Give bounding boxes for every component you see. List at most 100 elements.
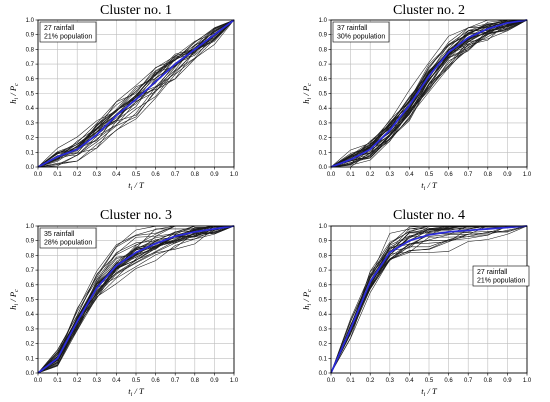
x-tick-label: 0.0: [34, 378, 43, 384]
y-axis-label: hi / Pc: [301, 83, 313, 104]
annotation-line: 35 rainfall: [44, 231, 75, 238]
rainfall-curve: [37, 19, 235, 168]
y-tick-label: 0.6: [319, 77, 328, 83]
rainfall-curve: [330, 19, 528, 168]
rainfall-curve: [330, 19, 528, 168]
y-tick-label: 0.6: [319, 283, 328, 289]
rainfall-curve: [37, 225, 234, 374]
rainfall-curves: [330, 19, 528, 168]
x-tick-label: 0.3: [386, 172, 395, 178]
chart-title: Cluster no. 3: [100, 208, 172, 223]
x-tick-label: 0.7: [171, 378, 180, 384]
y-tick-label: 0.9: [319, 239, 328, 245]
mean-curve: [330, 225, 528, 374]
rainfall-curves: [37, 19, 235, 168]
mean-curve: [37, 225, 235, 374]
x-tick-label: 0.6: [444, 172, 453, 178]
x-tick-label: 0.2: [73, 378, 82, 384]
y-tick-label: 0.0: [319, 165, 328, 171]
annotation-box: 37 rainfall 30% population: [332, 21, 390, 43]
rainfall-curve: [330, 19, 528, 168]
y-tick-label: 0.1: [26, 150, 35, 156]
y-tick-label: 0.3: [319, 121, 328, 127]
y-tick-label: 0.7: [26, 62, 35, 68]
y-tick-label: 0.8: [319, 47, 328, 53]
x-tick-label: 0.6: [444, 378, 453, 384]
x-axis-label: ti / T: [421, 386, 438, 398]
x-tick-label: 0.2: [366, 172, 375, 178]
x-tick-label: 0.8: [484, 378, 493, 384]
x-axis-label: ti / T: [128, 386, 145, 398]
annotation-line: 21% population: [477, 278, 525, 285]
annotation-line: 28% population: [44, 240, 92, 247]
rainfall-curve: [330, 19, 528, 168]
chart-title: Cluster no. 4: [393, 208, 465, 223]
mean-curve: [37, 19, 235, 168]
y-tick-label: 0.7: [26, 268, 35, 274]
y-tick-label: 0.9: [26, 33, 35, 39]
x-tick-label: 0.9: [503, 172, 512, 178]
x-tick-label: 0.6: [151, 172, 160, 178]
annotation-frame: [39, 21, 97, 43]
y-tick-label: 0.7: [319, 268, 328, 274]
y-tick-label: 0.3: [26, 327, 35, 333]
annotation-line: 30% population: [337, 34, 385, 41]
y-tick-label: 0.2: [319, 136, 328, 142]
y-tick-label: 0.6: [26, 283, 35, 289]
chart-title: Cluster no. 2: [393, 3, 465, 18]
x-tick-label: 0.2: [73, 172, 82, 178]
rainfall-curve: [37, 19, 235, 168]
x-tick-label: 0.5: [425, 172, 434, 178]
y-tick-label: 0.9: [319, 33, 328, 39]
x-axis-label: ti / T: [128, 180, 145, 192]
annotation-frame: [39, 227, 97, 249]
rainfall-curve: [37, 19, 235, 168]
x-tick-label: 0.3: [93, 378, 102, 384]
annotation-box: 35 rainfall 28% population: [39, 227, 97, 249]
x-tick-label: 0.4: [405, 378, 414, 384]
y-tick-label: 0.8: [319, 253, 328, 259]
y-tick-label: 0.6: [26, 77, 35, 83]
x-tick-label: 0.8: [191, 378, 200, 384]
y-tick-label: 0.9: [26, 239, 35, 245]
x-tick-label: 0.1: [346, 172, 355, 178]
x-tick-label: 0.4: [405, 172, 414, 178]
y-axis-label: hi / Pc: [8, 289, 20, 310]
chart-title: Cluster no. 1: [100, 3, 172, 18]
x-tick-label: 1.0: [230, 378, 239, 384]
y-tick-label: 0.8: [26, 47, 35, 53]
x-tick-label: 1.0: [523, 172, 532, 178]
y-tick-label: 1.0: [26, 224, 35, 230]
x-tick-label: 0.4: [112, 172, 121, 178]
rainfall-curve: [330, 19, 527, 168]
y-tick-label: 0.7: [319, 62, 328, 68]
y-tick-label: 1.0: [26, 18, 35, 24]
y-tick-label: 0.5: [319, 92, 328, 98]
x-tick-label: 0.5: [132, 172, 141, 178]
y-tick-label: 0.5: [26, 92, 35, 98]
x-tick-label: 0.9: [210, 378, 219, 384]
x-tick-label: 0.2: [366, 378, 375, 384]
chart-panel-4: Cluster no. 4 0.0 0.1 0.2 0.3 0.4 0.5 0.6 0.7 0.8…: [301, 208, 532, 398]
x-tick-label: 0.0: [327, 378, 336, 384]
x-tick-label: 0.4: [112, 378, 121, 384]
annotation-line: 27 rainfall: [477, 269, 508, 276]
y-tick-label: 0.0: [26, 165, 35, 171]
y-tick-label: 0.2: [26, 136, 35, 142]
rainfall-curve: [37, 19, 235, 168]
x-tick-label: 0.8: [191, 172, 200, 178]
y-tick-label: 0.3: [26, 121, 35, 127]
x-tick-label: 0.5: [132, 378, 141, 384]
axis-ticks: 0.0 0.1 0.2 0.3 0.4 0.5 0.6 0.7 0.8 0.9 1.0 0.0 0.1 0…: [26, 18, 239, 178]
annotation-line: 27 rainfall: [44, 25, 75, 32]
rainfall-curve: [330, 225, 528, 374]
x-tick-label: 0.7: [171, 172, 180, 178]
annotation-frame: [472, 265, 530, 287]
y-tick-label: 1.0: [319, 224, 328, 230]
y-tick-label: 0.1: [319, 356, 328, 362]
rainfall-curve: [37, 19, 235, 168]
annotation-frame: [332, 21, 390, 43]
grid: [38, 226, 234, 373]
y-tick-label: 0.4: [26, 312, 35, 318]
y-tick-label: 0.8: [26, 253, 35, 259]
